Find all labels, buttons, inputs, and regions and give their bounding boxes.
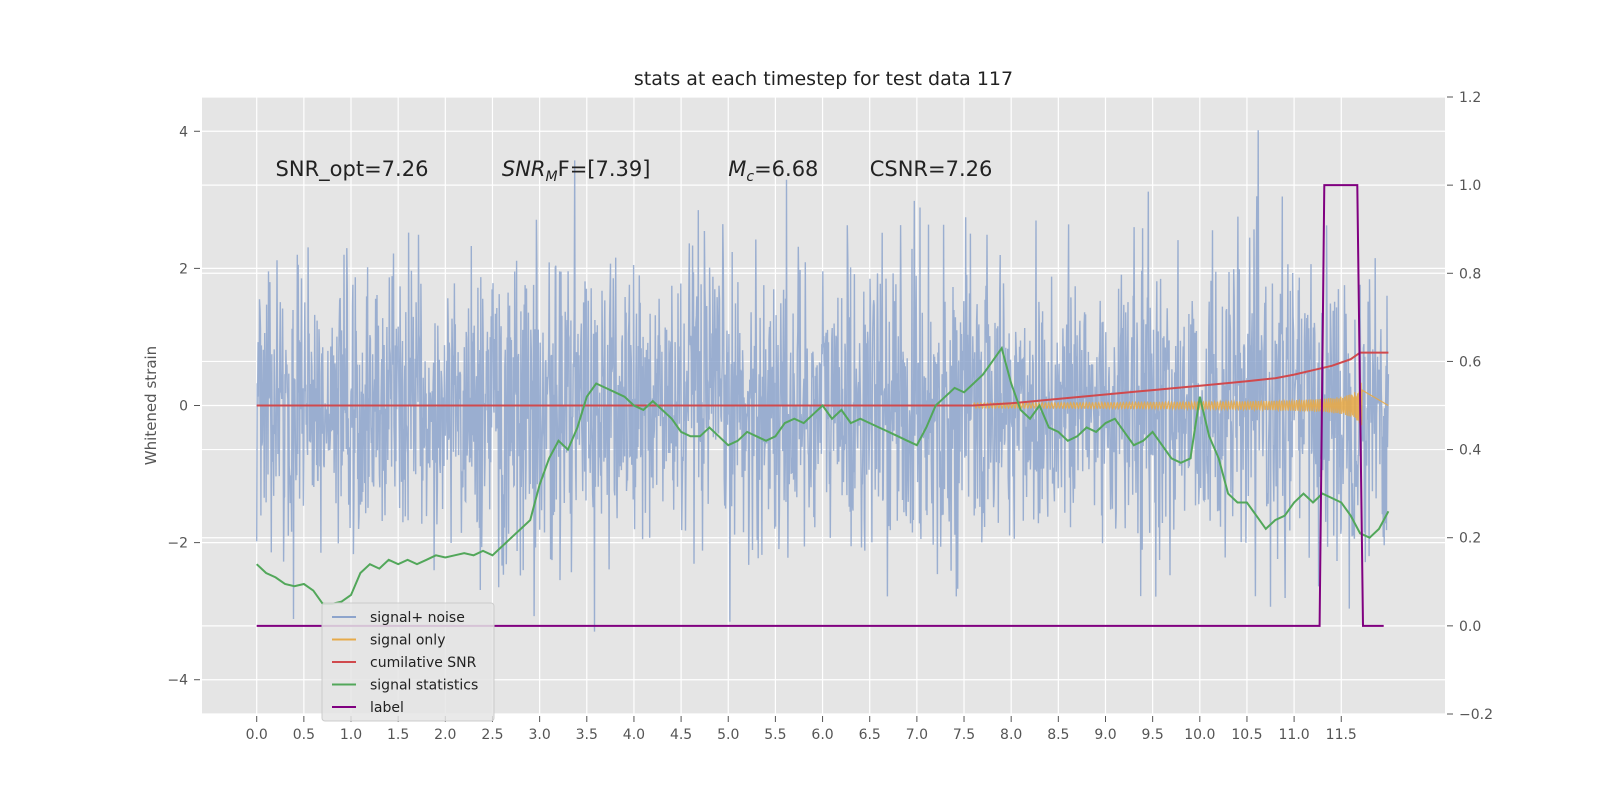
axes: 0.0 0.5 1.0 1.5 2.0 2.5 3.0 3.5 4.0 4.5 5.0 5.5 6.0 6… <box>167 90 1493 743</box>
legend: signal+ noise signal only cumilative SNR si… <box>321 602 495 722</box>
x-tick-label: 8.5 <box>1047 727 1069 743</box>
x-tick-label: 4.0 <box>623 727 645 743</box>
y2-tick-label: 0.0 <box>1459 619 1481 635</box>
y2-tick-label: 0.4 <box>1459 443 1481 459</box>
y2-tick-label: 0.6 <box>1459 354 1481 370</box>
x-tick-label: 6.0 <box>811 727 833 743</box>
annotations: SNR_opt=7.26 SNRMF=[7.39] Mc=6.68 CSNR=7.26 <box>276 157 993 185</box>
x-tick-label: 3.0 <box>528 727 550 743</box>
legend-label: signal statistics <box>370 678 478 694</box>
x-tick-label: 9.5 <box>1142 727 1164 743</box>
annotation-subscript: M <box>546 169 558 185</box>
x-tick-label: 3.5 <box>576 727 598 743</box>
x-tick-label: 7.5 <box>953 727 975 743</box>
x-tick-label: 11.5 <box>1326 727 1357 743</box>
series-layer <box>256 130 1390 632</box>
series-signal-statistics <box>256 345 1390 605</box>
y2-tick-label: 0.2 <box>1459 531 1481 547</box>
x-tick-label: 2.5 <box>481 727 503 743</box>
x-tick-label: 10.0 <box>1184 727 1215 743</box>
x-tick-label: 1.0 <box>340 727 362 743</box>
legend-label: cumilative SNR <box>370 655 477 671</box>
y-tick-label: 0 <box>179 399 188 415</box>
y-tick-label: −2 <box>167 536 188 552</box>
x-tick-label: 4.5 <box>670 727 692 743</box>
y2-tick-label: 1.2 <box>1459 90 1481 106</box>
y-tick-label: 4 <box>179 124 188 140</box>
annotation-symbol: SNR <box>502 157 546 181</box>
y-tick-label: 2 <box>179 261 188 277</box>
series-signal-only <box>972 382 1389 426</box>
x-tick-label: 7.0 <box>906 727 928 743</box>
x-tick-label: 5.5 <box>764 727 786 743</box>
legend-box <box>321 602 495 722</box>
annotation-symbol: M <box>728 157 746 181</box>
y2-tick-label: −0.2 <box>1459 707 1493 723</box>
series-cumulative-snr <box>256 351 1389 407</box>
x-tick-label: 9.0 <box>1094 727 1116 743</box>
annotation-chirp-mass: Mc=6.68 <box>728 157 818 185</box>
x-tick-label: 2.0 <box>434 727 456 743</box>
x-tick-label: 6.5 <box>859 727 881 743</box>
annotation-csnr: CSNR=7.26 <box>870 157 993 181</box>
y2-tick-label: 1.0 <box>1459 178 1481 194</box>
legend-label: signal+ noise <box>370 610 465 626</box>
x-tick-label: 10.5 <box>1231 727 1262 743</box>
y-tick-label: −4 <box>167 673 188 689</box>
legend-label: signal only <box>370 633 445 649</box>
series-label <box>256 184 1384 627</box>
y-axis-label: Whitened strain <box>142 346 160 465</box>
x-tick-label: 0.5 <box>293 727 315 743</box>
x-tick-label: 8.0 <box>1000 727 1022 743</box>
chart-title: stats at each timestep for test data 117 <box>634 68 1013 90</box>
annotation-subscript: c <box>746 169 754 185</box>
legend-label: label <box>370 700 404 716</box>
annotation-value: F=[7.39] <box>558 157 651 181</box>
x-tick-label: 5.0 <box>717 727 739 743</box>
annotation-value: =6.68 <box>754 157 818 181</box>
x-tick-label: 1.5 <box>387 727 409 743</box>
annotation-snr-mf: SNRMF=[7.39] <box>502 157 651 185</box>
x-tick-label: 11.0 <box>1279 727 1310 743</box>
annotation-snr-opt: SNR_opt=7.26 <box>276 157 429 182</box>
x-tick-label: 0.0 <box>246 727 268 743</box>
y2-tick-label: 0.8 <box>1459 266 1481 282</box>
series-signal-noise <box>256 130 1390 632</box>
